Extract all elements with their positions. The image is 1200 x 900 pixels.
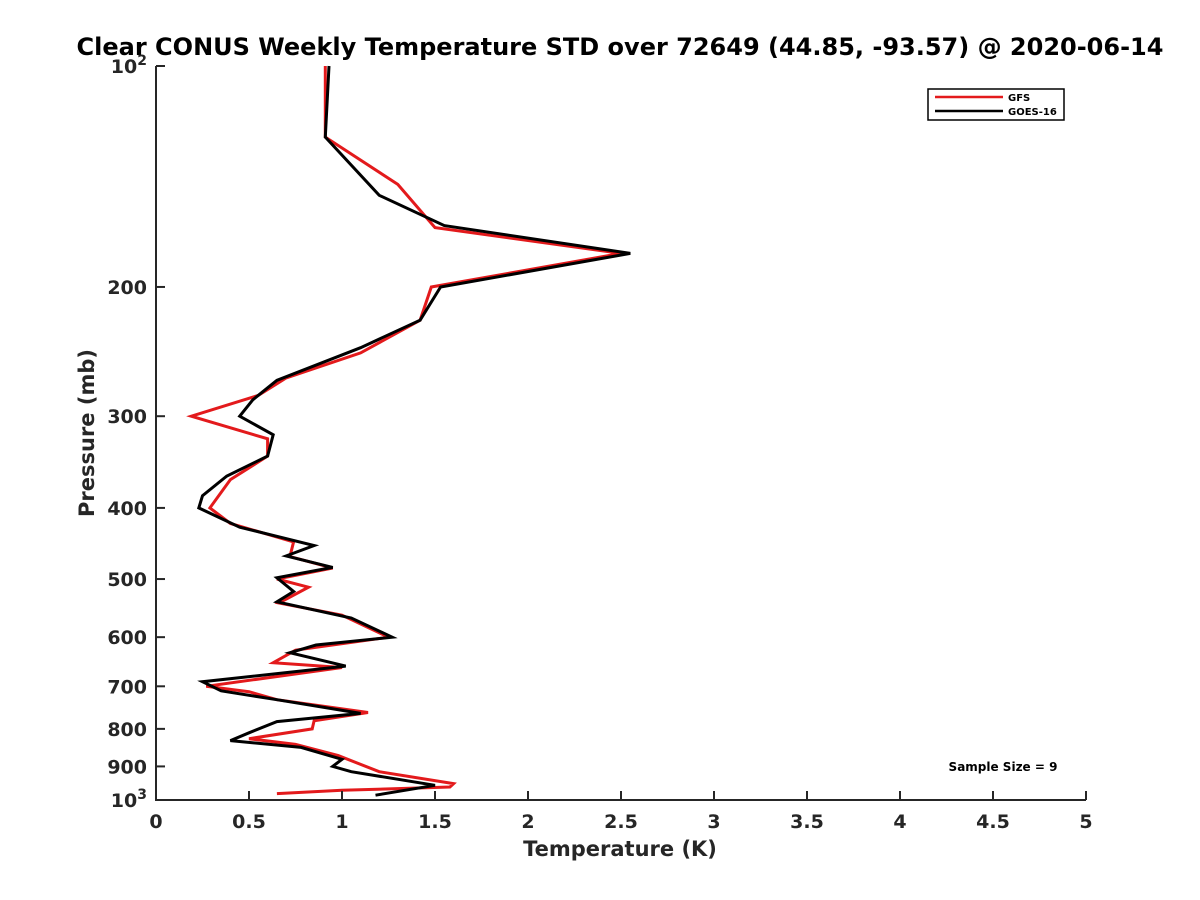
x-tick-label: 2.5	[604, 811, 638, 833]
chart-title: Clear CONUS Weekly Temperature STD over …	[77, 33, 1164, 61]
legend: GFS GOES-16	[927, 88, 1065, 121]
y-tick-label: 103	[111, 787, 147, 812]
y-tick-label: 300	[107, 406, 147, 428]
sample-size-annotation: Sample Size = 9	[949, 760, 1058, 774]
x-tick-label: 1	[335, 811, 348, 833]
x-tick-label: 3.5	[790, 811, 824, 833]
y-tick-label: 800	[107, 719, 147, 741]
series-line-gfs	[186, 66, 622, 796]
x-tick-label: 2	[521, 811, 534, 833]
y-tick-label: 200	[107, 277, 147, 299]
x-tick-label: 3	[707, 811, 720, 833]
x-axis-label: Temperature (K)	[523, 837, 717, 861]
y-axis-label: Pressure (mb)	[75, 349, 99, 517]
plot-area-frame	[156, 66, 1086, 799]
legend-label-gfs: GFS	[1008, 93, 1030, 104]
y-tick-label: 700	[107, 676, 147, 698]
legend-box	[927, 88, 1065, 121]
x-tick-label: 5	[1079, 811, 1092, 833]
y-tick-label: 900	[107, 756, 147, 778]
x-tick-label: 0.5	[232, 811, 266, 833]
y-ticks: 102 200 300 400 500 600 700 800 900 103	[107, 53, 165, 812]
y-tick-label: 500	[107, 569, 147, 591]
y-tick-label: 600	[107, 627, 147, 649]
series-line-goes16	[196, 65, 631, 797]
series-layer	[186, 65, 631, 797]
y-tick-label: 400	[107, 498, 147, 520]
x-tick-label: 0	[149, 811, 162, 833]
x-ticks: 0 0.5 1 1.5 2 2.5 3 3.5 4 4.5 5	[149, 791, 1093, 833]
x-tick-label: 4.5	[976, 811, 1010, 833]
x-tick-label: 4	[893, 811, 906, 833]
x-tick-label: 1.5	[418, 811, 452, 833]
legend-label-goes16: GOES-16	[1008, 107, 1057, 118]
y-tick-label: 102	[111, 53, 147, 78]
